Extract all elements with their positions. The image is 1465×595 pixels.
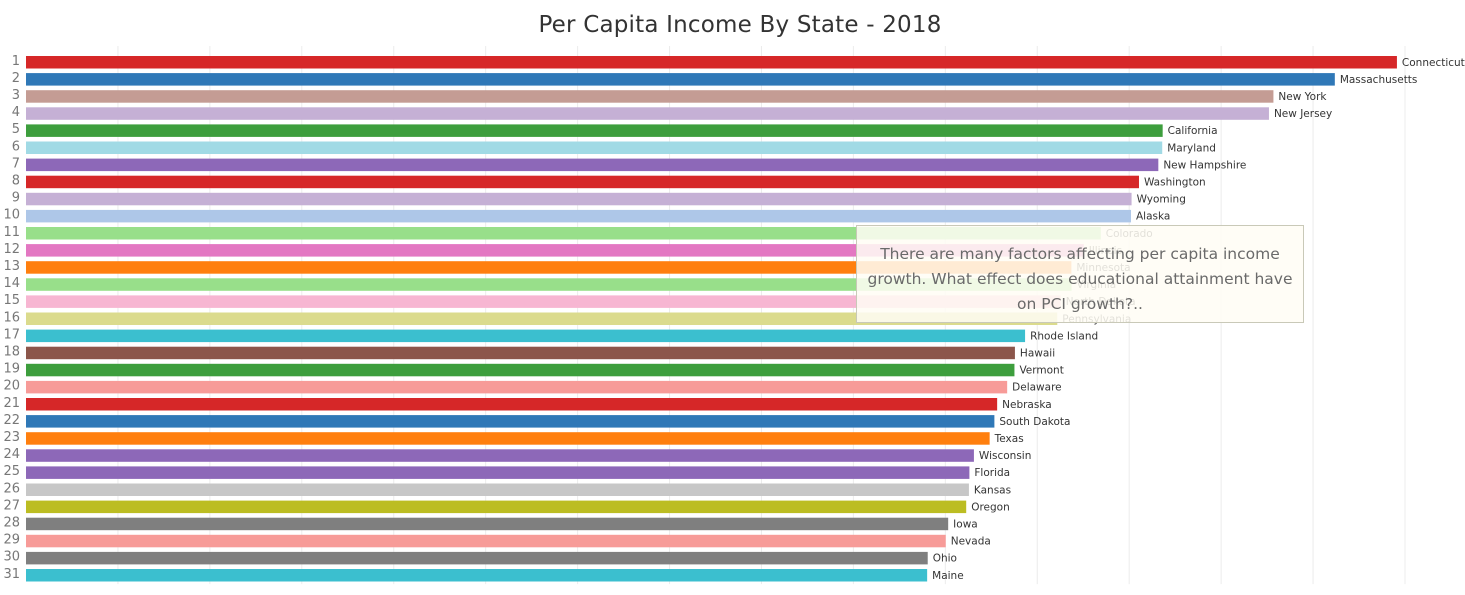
rank-label: 26 — [3, 481, 20, 496]
rank-label: 4 — [12, 105, 20, 120]
bar-nevada[interactable] — [26, 534, 946, 548]
bar-label: Nebraska — [1002, 399, 1052, 411]
bar-wisconsin[interactable] — [26, 449, 974, 462]
bar-label: New Jersey — [1274, 108, 1332, 120]
bar-texas[interactable] — [26, 432, 990, 445]
bar-kansas[interactable] — [26, 483, 969, 497]
rank-label: 24 — [3, 447, 20, 462]
bar-minnesota[interactable] — [26, 261, 1072, 274]
bar-label: Massachusetts — [1340, 74, 1418, 86]
rank-label: 8 — [12, 173, 20, 188]
bar-maryland[interactable] — [26, 141, 1163, 155]
bar-vermont[interactable] — [26, 363, 1015, 377]
bar-label: Nevada — [951, 536, 991, 548]
rank-label: 10 — [3, 208, 20, 223]
bar-label: Rhode Island — [1030, 330, 1098, 342]
bar-florida[interactable] — [26, 466, 970, 479]
rank-label: 30 — [3, 550, 20, 565]
bar-label: Wisconsin — [979, 450, 1031, 462]
bars — [26, 56, 1397, 582]
rank-label: 19 — [3, 362, 20, 377]
rank-label: 31 — [3, 567, 20, 582]
rank-label: 16 — [3, 310, 20, 325]
bar-label: Connecticut — [1402, 57, 1465, 69]
rank-label: 20 — [3, 379, 20, 394]
bar-alaska[interactable] — [26, 209, 1131, 223]
rank-label: 27 — [3, 498, 20, 513]
bar-north-dakota[interactable] — [26, 295, 1061, 308]
bar-south-dakota[interactable] — [26, 415, 995, 428]
bar-pennsylvania[interactable] — [26, 312, 1058, 326]
rank-label: 18 — [3, 344, 20, 359]
bar-washington[interactable] — [26, 175, 1139, 189]
bar-label: Alaska — [1136, 211, 1170, 223]
bar-illinois[interactable] — [26, 244, 1084, 257]
rank-label: 13 — [3, 259, 20, 274]
bar-colorado[interactable] — [26, 227, 1101, 240]
bar-virginia[interactable] — [26, 278, 1072, 291]
bar-label: South Dakota — [999, 416, 1070, 428]
rank-label: 11 — [3, 225, 20, 240]
rank-label: 21 — [3, 396, 20, 411]
bar-massachusetts[interactable] — [26, 73, 1335, 86]
bar-rhode-island[interactable] — [26, 329, 1026, 343]
rank-label: 6 — [12, 139, 20, 154]
rank-label: 22 — [3, 413, 20, 428]
bar-label: Florida — [974, 467, 1010, 479]
bar-nebraska[interactable] — [26, 398, 998, 411]
bar-label: California — [1168, 125, 1218, 137]
rank-label: 7 — [12, 156, 20, 171]
bar-new-hampshire[interactable] — [26, 158, 1159, 172]
bar-label: Delaware — [1012, 382, 1061, 394]
bar-label: Vermont — [1019, 365, 1063, 377]
rank-label: 5 — [12, 122, 20, 137]
bar-label: New Hampshire — [1163, 159, 1246, 171]
bar-label: Maryland — [1167, 142, 1216, 154]
bar-label: Wyoming — [1137, 194, 1186, 206]
rank-label: 1 — [12, 54, 20, 69]
rank-label: 15 — [3, 293, 20, 308]
rank-label: 25 — [3, 464, 20, 479]
bar-label: Texas — [994, 433, 1024, 445]
bar-wyoming[interactable] — [26, 192, 1132, 206]
bar-new-york[interactable] — [26, 90, 1274, 103]
bar-delaware[interactable] — [26, 380, 1008, 394]
rank-label: 3 — [12, 88, 20, 103]
bar-label: Washington — [1144, 176, 1206, 188]
bar-label: Ohio — [933, 553, 957, 565]
bar-label: Kansas — [974, 484, 1011, 496]
rank-label: 23 — [3, 430, 20, 445]
rank-label: 12 — [3, 242, 20, 257]
bar-connecticut[interactable] — [26, 56, 1397, 69]
rank-label: 28 — [3, 515, 20, 530]
bar-label: Oregon — [971, 501, 1010, 513]
bar-hawaii[interactable] — [26, 346, 1015, 360]
bar-new-jersey[interactable] — [26, 107, 1269, 120]
bar-label: Maine — [932, 570, 964, 582]
bar-ohio[interactable] — [26, 551, 928, 565]
rank-label: 9 — [12, 191, 20, 206]
rank-label: 29 — [3, 533, 20, 548]
rank-label: 2 — [12, 71, 20, 86]
bar-iowa[interactable] — [26, 517, 949, 531]
bar-label: Hawaii — [1020, 347, 1055, 359]
bar-label: Iowa — [953, 518, 978, 530]
bar-label: New York — [1278, 91, 1327, 103]
annotation-box: There are many factors affecting per cap… — [856, 225, 1304, 323]
bar-california[interactable] — [26, 124, 1163, 137]
bar-maine[interactable] — [26, 569, 928, 582]
rank-label: 14 — [3, 276, 20, 291]
chart-title: Per Capita Income By State - 2018 — [538, 12, 942, 38]
bar-oregon[interactable] — [26, 500, 967, 514]
rank-label: 17 — [3, 327, 20, 342]
